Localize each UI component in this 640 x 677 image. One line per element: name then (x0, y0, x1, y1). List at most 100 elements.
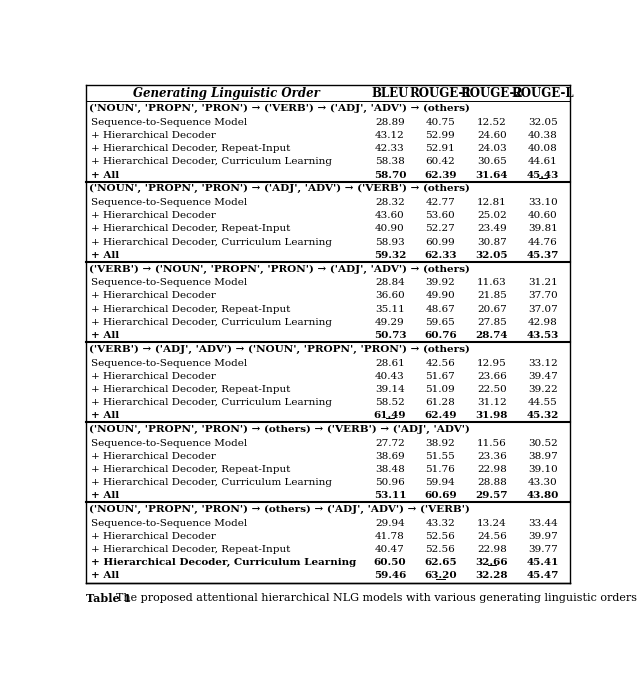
Text: 27.72: 27.72 (375, 439, 405, 447)
Text: 22.98: 22.98 (477, 545, 507, 554)
Text: 30.87: 30.87 (477, 238, 507, 246)
Text: 50.96: 50.96 (375, 478, 405, 487)
Text: 22.50: 22.50 (477, 385, 507, 394)
Text: 39.97: 39.97 (528, 532, 558, 541)
Text: 40.60: 40.60 (528, 211, 558, 220)
Text: + Hierarchical Decoder, Curriculum Learning: + Hierarchical Decoder, Curriculum Learn… (91, 559, 356, 567)
Text: 38.48: 38.48 (375, 465, 405, 474)
Text: + Hierarchical Decoder: + Hierarchical Decoder (91, 292, 216, 301)
Text: + Hierarchical Decoder, Curriculum Learning: + Hierarchical Decoder, Curriculum Learn… (91, 318, 332, 327)
Text: 42.77: 42.77 (426, 198, 455, 207)
Text: Generating Linguistic Order: Generating Linguistic Order (133, 87, 320, 100)
Text: 51.09: 51.09 (426, 385, 455, 394)
Text: 39.14: 39.14 (375, 385, 405, 394)
Text: 33.10: 33.10 (528, 198, 558, 207)
Text: 12.52: 12.52 (477, 118, 507, 127)
Text: 61.49: 61.49 (374, 411, 406, 420)
Text: 60.69: 60.69 (424, 492, 457, 500)
Text: 38.97: 38.97 (528, 452, 558, 461)
Text: + All: + All (91, 492, 119, 500)
Text: 43.12: 43.12 (375, 131, 405, 140)
Text: ('NOUN', 'PROPN', 'PRON') → ('ADJ', 'ADV') → ('VERB') → (others): ('NOUN', 'PROPN', 'PRON') → ('ADJ', 'ADV… (90, 184, 470, 194)
Text: 40.90: 40.90 (375, 224, 405, 234)
Text: 48.67: 48.67 (426, 305, 455, 313)
Text: 52.56: 52.56 (426, 532, 455, 541)
Text: 45.41: 45.41 (527, 559, 559, 567)
Text: 61.28: 61.28 (426, 398, 455, 407)
Text: 59.94: 59.94 (426, 478, 455, 487)
Text: 62.39: 62.39 (424, 171, 456, 179)
Text: + All: + All (91, 571, 119, 580)
Text: 40.08: 40.08 (528, 144, 558, 153)
Text: + Hierarchical Decoder, Curriculum Learning: + Hierarchical Decoder, Curriculum Learn… (91, 157, 332, 167)
Text: BLEU: BLEU (371, 87, 409, 100)
Text: 33.44: 33.44 (528, 519, 558, 528)
Text: 39.81: 39.81 (528, 224, 558, 234)
Text: 28.61: 28.61 (375, 359, 405, 368)
Text: 38.69: 38.69 (375, 452, 405, 461)
Text: 32.05: 32.05 (528, 118, 558, 127)
Text: 43.32: 43.32 (426, 519, 455, 528)
Text: ('NOUN', 'PROPN', 'PRON') → (others) → ('ADJ', 'ADV') → ('VERB'): ('NOUN', 'PROPN', 'PRON') → (others) → (… (90, 505, 470, 514)
Text: 31.21: 31.21 (528, 278, 558, 287)
Text: + Hierarchical Decoder, Repeat-Input: + Hierarchical Decoder, Repeat-Input (91, 465, 290, 474)
Text: ('VERB') → ('ADJ', 'ADV') → ('NOUN', 'PROPN', 'PRON') → (others): ('VERB') → ('ADJ', 'ADV') → ('NOUN', 'PR… (90, 345, 470, 354)
Text: 35.11: 35.11 (375, 305, 405, 313)
Text: 32.05: 32.05 (476, 250, 508, 260)
Text: 58.52: 58.52 (375, 398, 405, 407)
Text: Table 1: Table 1 (86, 593, 131, 605)
Text: 45.32: 45.32 (527, 411, 559, 420)
Text: 22.98: 22.98 (477, 465, 507, 474)
Text: 45.43: 45.43 (527, 171, 559, 179)
Text: + Hierarchical Decoder: + Hierarchical Decoder (91, 131, 216, 140)
Text: 11.63: 11.63 (477, 278, 507, 287)
Text: 52.27: 52.27 (426, 224, 455, 234)
Text: 24.56: 24.56 (477, 532, 507, 541)
Text: Sequence-to-Sequence Model: Sequence-to-Sequence Model (91, 359, 247, 368)
Text: 24.60: 24.60 (477, 131, 507, 140)
Text: 23.66: 23.66 (477, 372, 507, 380)
Text: + Hierarchical Decoder: + Hierarchical Decoder (91, 532, 216, 541)
Text: 28.84: 28.84 (375, 278, 405, 287)
Text: 59.46: 59.46 (374, 571, 406, 580)
Text: 58.70: 58.70 (374, 171, 406, 179)
Text: + Hierarchical Decoder, Repeat-Input: + Hierarchical Decoder, Repeat-Input (91, 144, 290, 153)
Text: + Hierarchical Decoder, Repeat-Input: + Hierarchical Decoder, Repeat-Input (91, 305, 290, 313)
Text: 33.12: 33.12 (528, 359, 558, 368)
Text: 30.65: 30.65 (477, 157, 507, 167)
Text: 39.47: 39.47 (528, 372, 558, 380)
Text: + All: + All (91, 331, 119, 340)
Text: 49.29: 49.29 (375, 318, 405, 327)
Text: 28.89: 28.89 (375, 118, 405, 127)
Text: + All: + All (91, 171, 119, 179)
Text: 12.95: 12.95 (477, 359, 507, 368)
Text: 29.94: 29.94 (375, 519, 405, 528)
Text: 62.65: 62.65 (424, 559, 457, 567)
Text: 43.80: 43.80 (527, 492, 559, 500)
Text: 42.98: 42.98 (528, 318, 558, 327)
Text: 30.52: 30.52 (528, 439, 558, 447)
Text: 43.30: 43.30 (528, 478, 558, 487)
Text: 31.98: 31.98 (476, 411, 508, 420)
Text: 44.55: 44.55 (528, 398, 558, 407)
Text: 11.56: 11.56 (477, 439, 507, 447)
Text: 39.77: 39.77 (528, 545, 558, 554)
Text: 40.38: 40.38 (528, 131, 558, 140)
Text: + Hierarchical Decoder, Repeat-Input: + Hierarchical Decoder, Repeat-Input (91, 545, 290, 554)
Text: 20.67: 20.67 (477, 305, 507, 313)
Text: + Hierarchical Decoder, Repeat-Input: + Hierarchical Decoder, Repeat-Input (91, 385, 290, 394)
Text: 12.81: 12.81 (477, 198, 507, 207)
Text: 59.65: 59.65 (426, 318, 455, 327)
Text: 43.53: 43.53 (527, 331, 559, 340)
Text: 23.36: 23.36 (477, 452, 507, 461)
Text: 43.60: 43.60 (375, 211, 405, 220)
Text: + Hierarchical Decoder, Curriculum Learning: + Hierarchical Decoder, Curriculum Learn… (91, 398, 332, 407)
Text: 52.56: 52.56 (426, 545, 455, 554)
Text: 28.32: 28.32 (375, 198, 405, 207)
Text: + Hierarchical Decoder, Curriculum Learning: + Hierarchical Decoder, Curriculum Learn… (91, 478, 332, 487)
Text: 45.47: 45.47 (527, 571, 559, 580)
Text: 38.92: 38.92 (426, 439, 455, 447)
Text: ROUGE-1: ROUGE-1 (409, 87, 472, 100)
Text: 21.85: 21.85 (477, 292, 507, 301)
Text: 45.37: 45.37 (527, 250, 559, 260)
